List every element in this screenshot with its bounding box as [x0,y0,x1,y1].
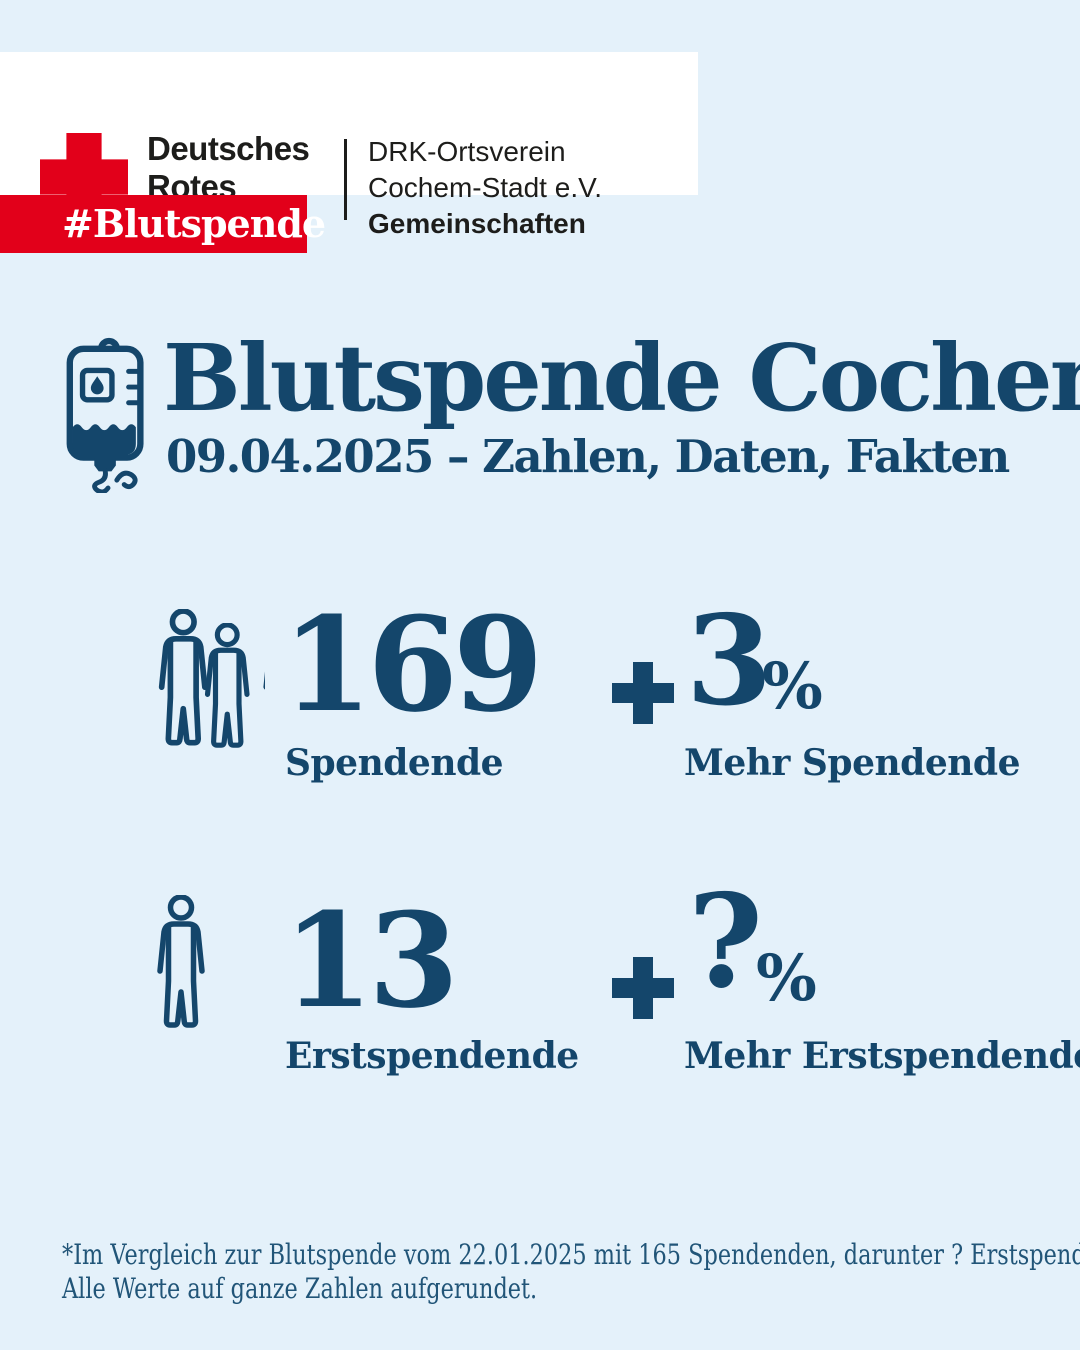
stat-value-mehr-spendende: 3 [686,589,773,734]
footnote-line: *Im Vergleich zur Blutspende vom 22.01.2… [62,1238,1080,1271]
stat-label-mehr-erstspendende: Mehr Erstspendende [684,1035,1080,1077]
plus-icon [612,957,674,1019]
org-name: DRK-Ortsverein Cochem-Stadt e.V. Gemeins… [368,134,602,242]
org-line: Gemeinschaften [368,208,586,239]
plus-icon [612,662,674,724]
donors-group-icon [100,607,265,749]
stat-value-mehr-erstspendende: ? [688,867,763,1017]
blood-bag-icon [66,337,144,493]
drk-cross-icon [40,133,128,221]
percent-sign: % [756,941,817,1016]
stat-label-erstspendende: Erstspendende [285,1035,579,1077]
brand-line: Deutsches [147,130,310,167]
page-title: Blutspende Cochem [163,324,1080,432]
stat-value-spendende: 169 [282,588,543,741]
org-line: Cochem-Stadt e.V. [368,172,602,203]
org-line: DRK-Ortsverein [368,136,566,167]
stat-value-erstspendende: 13 [283,884,459,1037]
header-band: Deutsches Rotes Kreuz DRK-Ortsverein Coc… [0,52,698,243]
page-subtitle: 09.04.2025 – Zahlen, Daten, Fakten [166,430,1010,483]
single-donor-icon [150,895,212,1031]
hashtag-label: #Blutspende [62,201,326,246]
footnote-line: Alle Werte auf ganze Zahlen aufgerundet. [62,1272,538,1305]
stat-label-spendende: Spendende [285,742,504,784]
footnote: *Im Vergleich zur Blutspende vom 22.01.2… [62,1238,1080,1306]
header-divider [344,139,347,220]
percent-sign: % [762,649,823,724]
stat-label-mehr-spendende: Mehr Spendende [684,742,1021,784]
hashtag-ribbon: #Blutspende [0,195,326,253]
